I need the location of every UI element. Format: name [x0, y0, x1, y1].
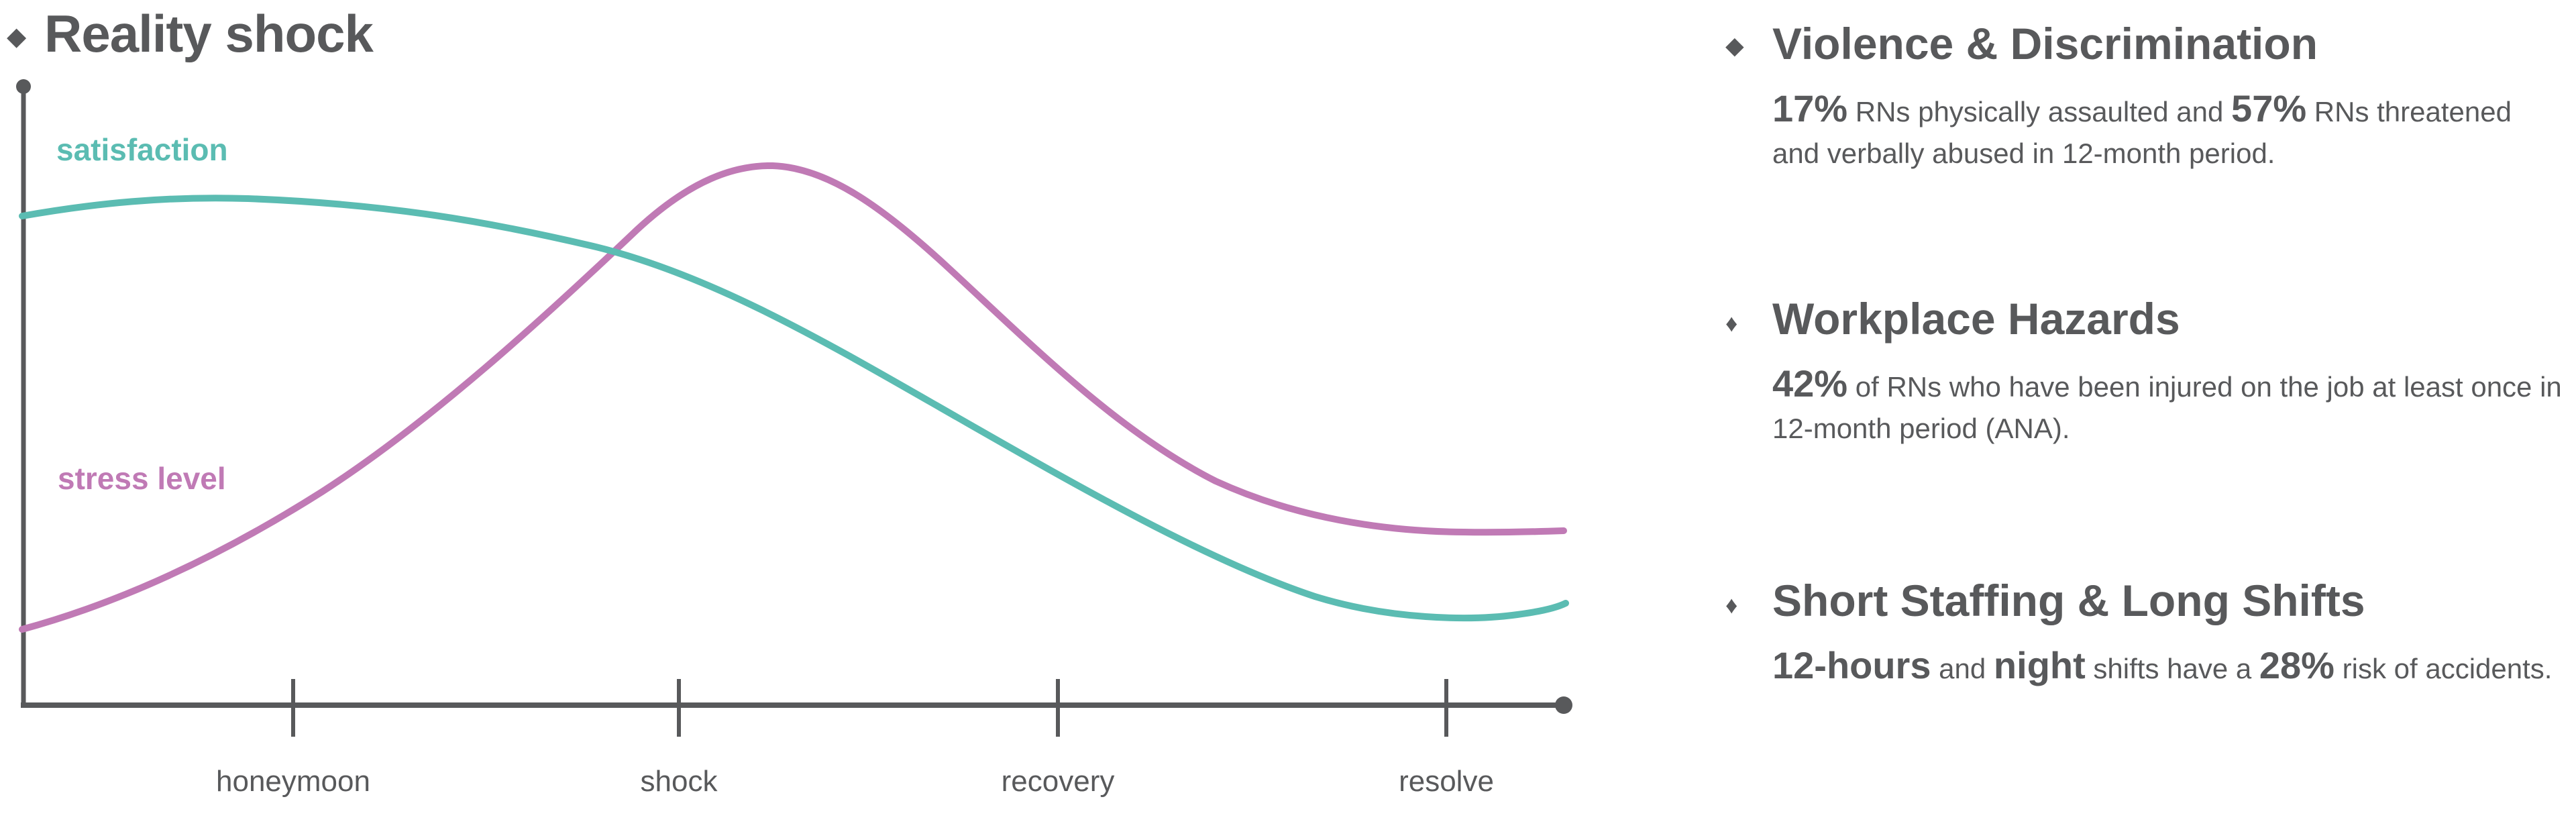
- stat-text: 12-month period (ANA).: [1772, 413, 2070, 445]
- diamond-bullet-icon: ◆: [7, 23, 27, 51]
- section-title: Workplace Hazards: [1772, 294, 2180, 344]
- x-tick-label-shock: shock: [640, 765, 718, 798]
- stat-emphasis: 12-hours: [1772, 644, 1931, 687]
- stat-emphasis: 42%: [1772, 362, 1848, 405]
- chart-title-row: ◆ Reality shock: [7, 4, 374, 63]
- stat-text: RNs threatened: [2306, 96, 2512, 128]
- diamond-bullet-icon: ♦: [1725, 591, 1738, 619]
- diamond-bullet-icon: ◆: [1725, 32, 1744, 59]
- diamond-bullet-icon: ♦: [1725, 309, 1738, 337]
- satisfaction-series-label: satisfaction: [56, 132, 228, 167]
- x-tick-label-resolve: resolve: [1399, 765, 1494, 798]
- stat-text: shifts have a: [2085, 653, 2259, 685]
- stress-level-curve: [19, 162, 1567, 633]
- stat-emphasis: 28%: [2259, 644, 2334, 687]
- x-tick-label-recovery: recovery: [1001, 765, 1115, 798]
- stat-text: and verbally abused in 12-month period.: [1772, 138, 2275, 170]
- section-content: Workplace Hazards 42% of RNs who have be…: [1772, 293, 2562, 448]
- section-content: Violence & Discrimination 17% RNs physic…: [1772, 17, 2512, 173]
- section-body: 42% of RNs who have been injured on the …: [1772, 358, 2562, 448]
- page-title: Reality shock: [44, 4, 374, 63]
- stat-text: of RNs who have been injured on the job …: [1847, 371, 2562, 403]
- section-content: Short Staffing & Long Shifts 12-hours an…: [1772, 574, 2552, 691]
- reality-shock-chart: [16, 79, 1572, 737]
- section-title: Short Staffing & Long Shifts: [1772, 576, 2365, 625]
- stat-emphasis: 57%: [2231, 87, 2307, 130]
- stat-text: risk of accidents.: [2334, 653, 2553, 685]
- section-title: Violence & Discrimination: [1772, 19, 2318, 68]
- x-axis-end-dot: [1555, 696, 1572, 714]
- section-short-staffing-long-shifts: ♦ Short Staffing & Long Shifts 12-hours …: [1725, 574, 2552, 691]
- satisfaction-curve: [19, 195, 1569, 621]
- section-workplace-hazards: ♦ Workplace Hazards 42% of RNs who have …: [1725, 293, 2562, 448]
- y-axis-top-dot: [16, 79, 31, 94]
- x-tick-label-honeymoon: honeymoon: [216, 765, 370, 798]
- stat-emphasis: 17%: [1772, 87, 1848, 130]
- stat-emphasis: night: [1993, 644, 2086, 687]
- section-body: 17% RNs physically assaulted and 57% RNs…: [1772, 83, 2512, 173]
- stat-text: and: [1931, 653, 1994, 685]
- stat-text: RNs physically assaulted and: [1847, 96, 2232, 128]
- section-violence-discrimination: ◆ Violence & Discrimination 17% RNs phys…: [1725, 17, 2512, 173]
- section-body: 12-hours and night shifts have a 28% ris…: [1772, 639, 2552, 691]
- stress-series-label: stress level: [58, 461, 226, 496]
